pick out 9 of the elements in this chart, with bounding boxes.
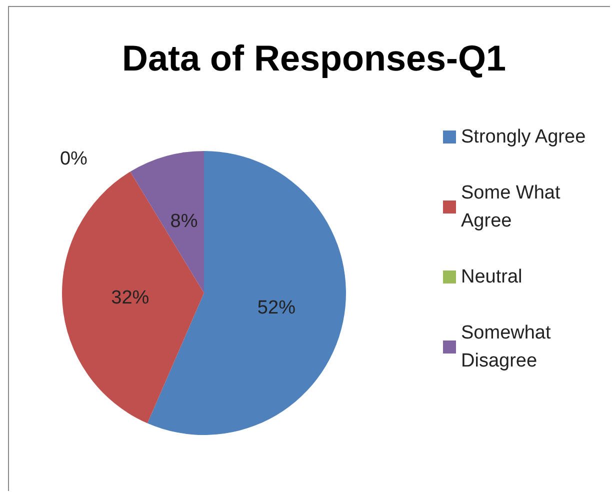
data-label: 8% <box>170 211 198 232</box>
data-label: 32% <box>111 288 150 309</box>
text: 0% <box>60 148 88 170</box>
legend-label: Somewhat Disagree <box>461 322 556 372</box>
legend-label: Neutral <box>461 266 522 288</box>
legend-label: Some What Agree <box>461 182 566 232</box>
data-label: 52% <box>257 298 296 319</box>
legend-label: Strongly Agree <box>461 126 586 148</box>
chart-title: Data of Responses-Q1 <box>122 38 506 78</box>
